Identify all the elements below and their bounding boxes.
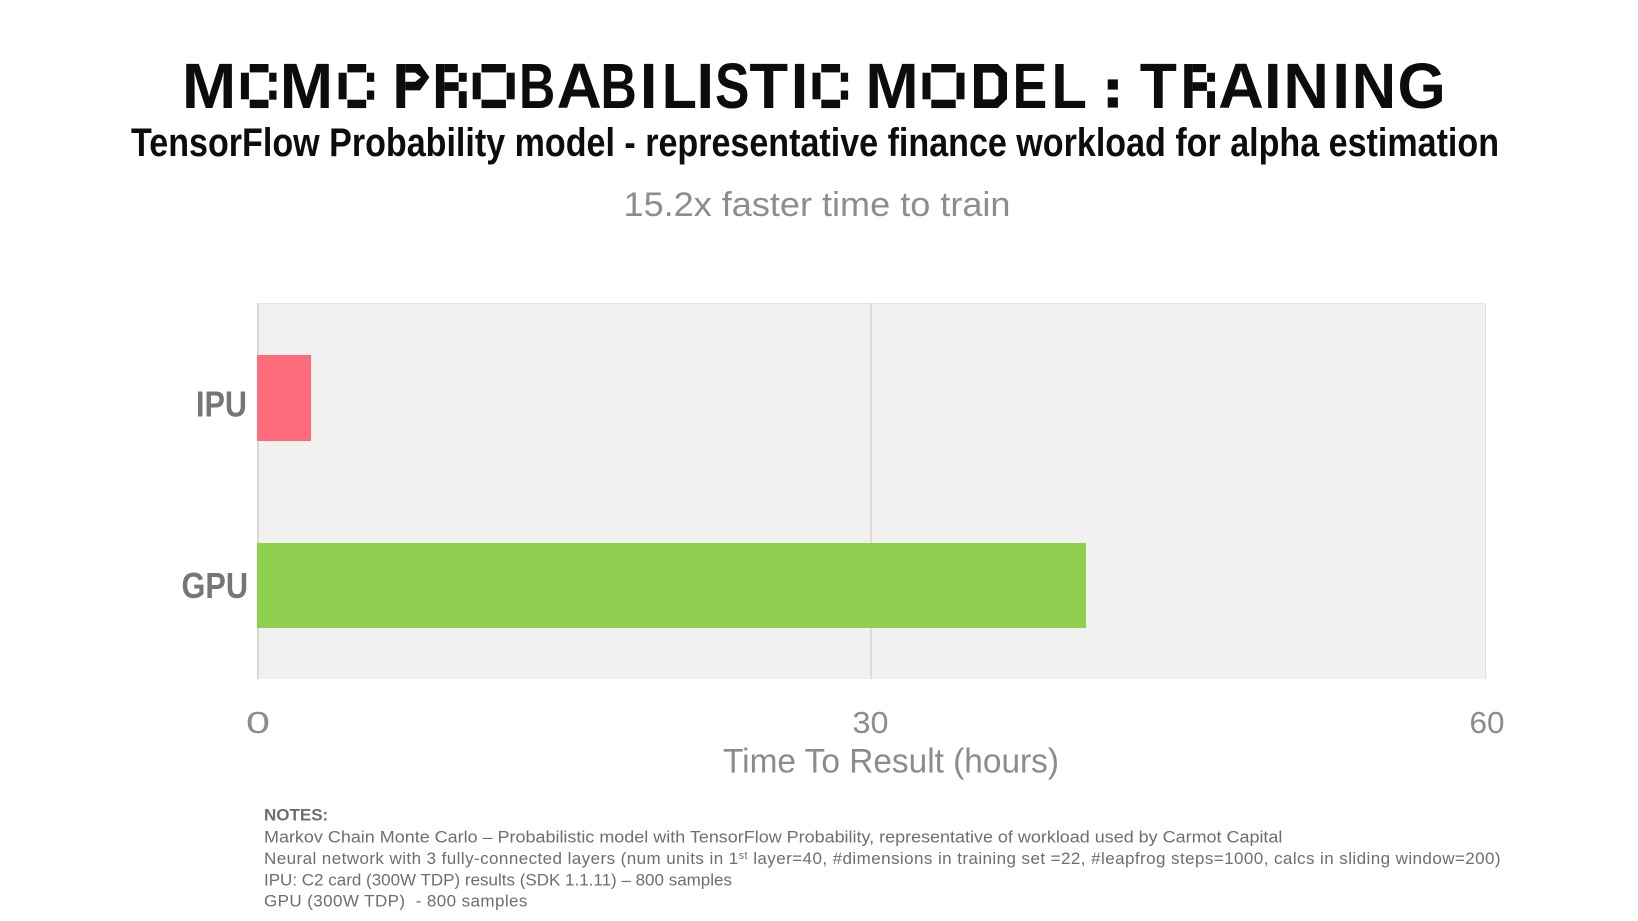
svg-text:T: T [749, 51, 788, 122]
svg-text:IPU: IPU [196, 384, 247, 425]
svg-text:GPU: GPU [182, 565, 249, 606]
svg-text:I: I [1264, 50, 1282, 122]
svg-text:E: E [1013, 51, 1048, 122]
svg-text:B: B [601, 51, 637, 122]
svg-text:IPU: C2 card (300W TDP) result: IPU: C2 card (300W TDP) results (SDK 1.1… [264, 871, 732, 890]
svg-text:M: M [865, 50, 918, 122]
svg-text:I: I [791, 50, 809, 122]
svg-text:I: I [1332, 50, 1350, 122]
svg-text:I: I [696, 50, 714, 122]
svg-text:M: M [182, 50, 236, 122]
svg-text:0: 0 [246, 705, 270, 740]
svg-text:G: G [1398, 51, 1446, 122]
svg-text:60: 60 [1470, 705, 1505, 740]
svg-text:N: N [1283, 51, 1329, 123]
svg-text:Markov Chain Monte Carlo – Pro: Markov Chain Monte Carlo – Probabilistic… [264, 828, 1282, 847]
svg-text:A: A [557, 51, 602, 122]
svg-text:Time To Result (hours): Time To Result (hours) [723, 743, 1059, 781]
svg-text:30: 30 [853, 705, 889, 740]
svg-text:B: B [519, 51, 555, 122]
svg-text:L: L [1051, 50, 1087, 121]
svg-text:S: S [715, 51, 749, 123]
svg-text:M: M [280, 50, 333, 122]
svg-text:NOTES:: NOTES: [264, 806, 328, 825]
svg-text:A: A [1218, 51, 1264, 122]
svg-text:T: T [1140, 51, 1177, 123]
svg-text:L: L [662, 50, 697, 121]
svg-text:N: N [1352, 51, 1396, 122]
svg-text:Neural network with 3 fully-co: Neural network with 3 fully-connected la… [264, 849, 1501, 868]
svg-text:I: I [640, 50, 658, 122]
svg-text:TensorFlow Probability model -: TensorFlow Probability model - represent… [131, 121, 1499, 165]
svg-text:GPU (300W TDP) - 800 samples: GPU (300W TDP) - 800 samples [264, 892, 528, 911]
svg-text:15.2x faster time to train: 15.2x faster time to train [624, 186, 1011, 224]
